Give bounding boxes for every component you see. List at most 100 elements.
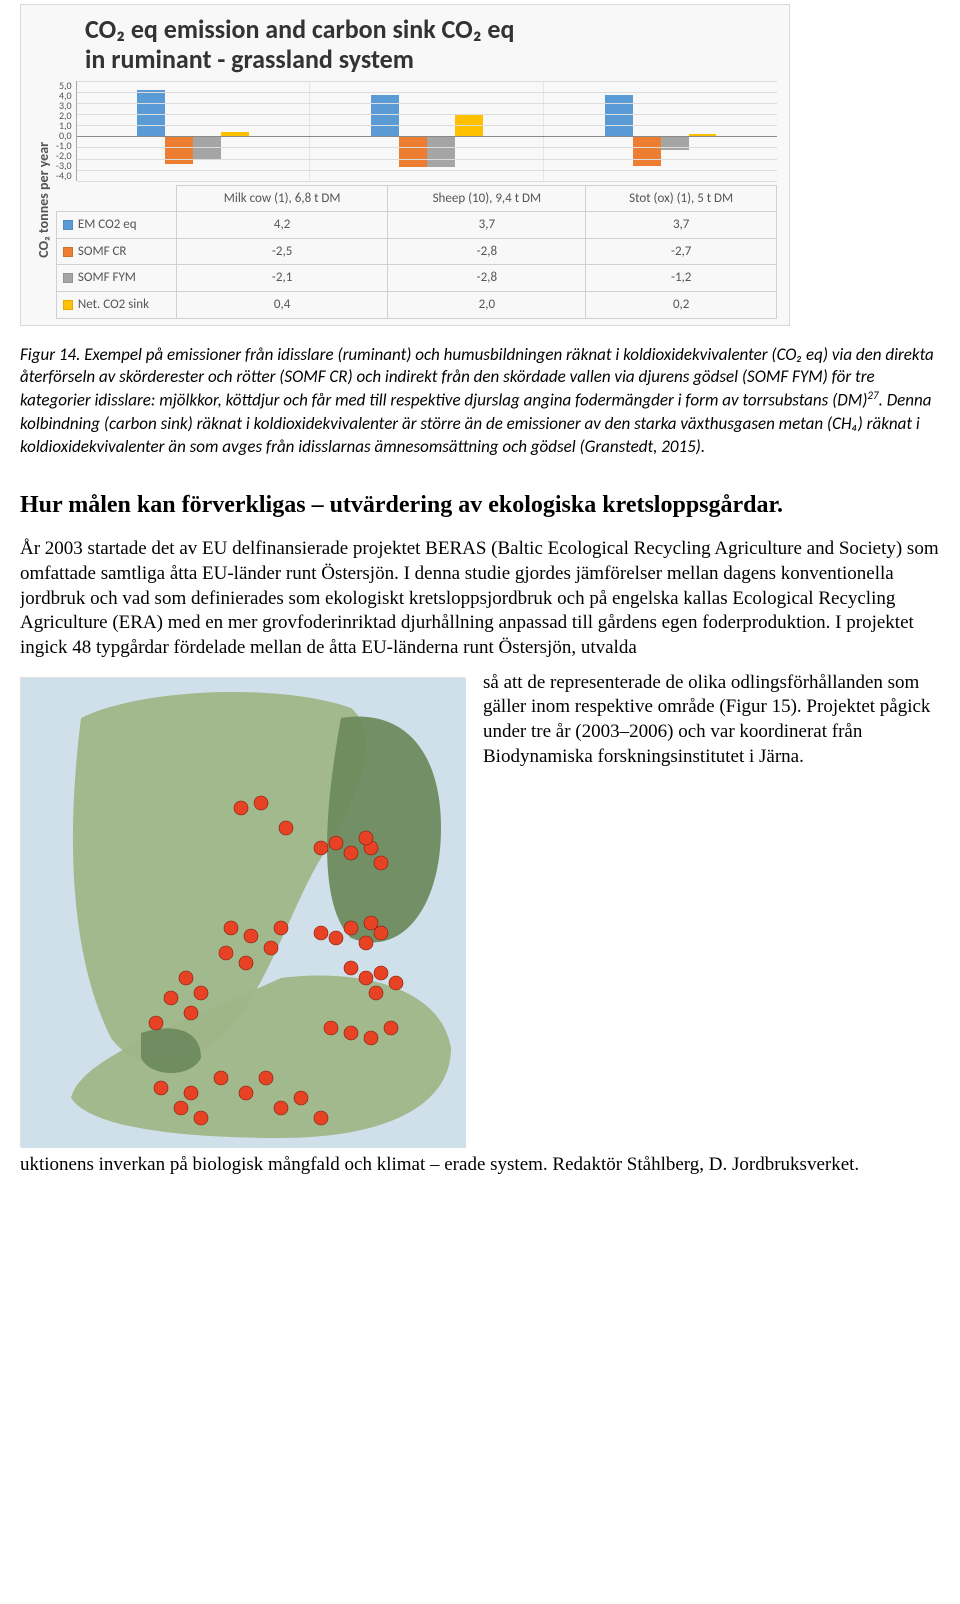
map-farm-dot [329, 931, 343, 945]
chart-series-label: Net. CO2 sink [78, 297, 149, 312]
chart-group [544, 81, 777, 181]
chart-cell: -1,2 [586, 265, 777, 292]
map-farm-dot [174, 1101, 188, 1115]
chart-cell: 2,0 [388, 291, 586, 318]
map-farm-dot [279, 821, 293, 835]
map-farm-dot [344, 846, 358, 860]
chart-cell: 0,4 [176, 291, 387, 318]
chart-ylabel: CO₂ tonnes per year [33, 81, 56, 319]
map-farm-dot [214, 1071, 228, 1085]
map-farm-dot [219, 946, 233, 960]
map-farm-dot [294, 1091, 308, 1105]
map-farm-dot [179, 971, 193, 985]
chart-series-label: SOMF CR [78, 244, 127, 259]
chart-series-swatch [63, 220, 73, 230]
figure-caption: Figur 14. Exempel på emissioner från idi… [20, 344, 940, 459]
chart-bar [399, 136, 427, 167]
map-farm-dot [259, 1071, 273, 1085]
chart-yticks: 5,04,03,02,01,00,0-1,0-2,0-3,0-4,0 [56, 81, 76, 181]
chart-bar [427, 136, 455, 167]
chart-series-swatch [63, 300, 73, 310]
chart-series-swatch [63, 247, 73, 257]
chart-series-label: EM CO2 eq [78, 217, 137, 232]
map-farm-dot [164, 991, 178, 1005]
map-farm-dot [234, 801, 248, 815]
map-farm-dot [154, 1081, 168, 1095]
chart-series-row: EM CO2 eq4,23,73,7 [56, 212, 776, 239]
baltic-map-figure [20, 677, 465, 1147]
map-farm-dot [364, 916, 378, 930]
chart-cell: -2,5 [176, 238, 387, 265]
map-farm-dot [239, 1086, 253, 1100]
chart-series-row: SOMF FYM -2,1-2,8-1,2 [56, 265, 776, 292]
chart-series-label: SOMF FYM [78, 270, 136, 285]
map-farm-dot [344, 921, 358, 935]
map-farm-dot [359, 831, 373, 845]
map-farm-dot [194, 986, 208, 1000]
baltic-map-svg [21, 678, 466, 1148]
map-farm-dot [314, 1111, 328, 1125]
figure-label: Figur 14. [20, 344, 80, 365]
chart-bar [371, 95, 399, 136]
chart-cell: 4,2 [176, 212, 387, 239]
chart-group [310, 81, 544, 181]
chart-bar [137, 90, 165, 137]
map-farm-dot [184, 1006, 198, 1020]
chart-title-line1: CO₂ eq emission and carbon sink CO₂ eq [85, 13, 514, 45]
chart-bar [605, 95, 633, 136]
chart-cell: -2,7 [586, 238, 777, 265]
map-farm-dot [389, 976, 403, 990]
map-farm-dot [254, 796, 268, 810]
chart-title-line2: in ruminant - grassland system [85, 43, 414, 75]
map-farm-dot [369, 986, 383, 1000]
map-farm-dot [244, 929, 258, 943]
map-farm-dot [359, 936, 373, 950]
chart-cell: 3,7 [388, 212, 586, 239]
caption-superscript: 27 [867, 389, 878, 402]
map-farm-dot [364, 1031, 378, 1045]
co2-chart-card: CO₂ eq emission and carbon sink CO₂ eq i… [20, 4, 790, 326]
map-farm-dot [374, 856, 388, 870]
chart-cell: -2,8 [388, 238, 586, 265]
chart-title: CO₂ eq emission and carbon sink CO₂ eq i… [85, 15, 777, 75]
chart-ytick: -4,0 [56, 171, 72, 181]
chart-group [77, 81, 311, 181]
body-paragraph-block: År 2003 startade det av EU delfinansiera… [20, 537, 940, 660]
chart-category-header: Milk cow (1), 6,8 t DM [176, 185, 387, 212]
map-farm-dot [184, 1086, 198, 1100]
chart-cell: -2,1 [176, 265, 387, 292]
map-farm-dot [314, 926, 328, 940]
map-farm-dot [344, 1026, 358, 1040]
chart-series-swatch [63, 273, 73, 283]
map-farm-dot [274, 1101, 288, 1115]
chart-series-row: SOMF CR -2,5-2,8-2,7 [56, 238, 776, 265]
body-paragraph-wrap: så att de representerade de olika odling… [20, 671, 940, 1178]
footnote-fragment: uktionens inverkan på biologisk mångfald… [20, 1153, 940, 1178]
chart-cell: 0,2 [586, 291, 777, 318]
map-farm-dot [194, 1111, 208, 1125]
map-farm-dot [384, 1021, 398, 1035]
map-farm-dot [359, 971, 373, 985]
map-farm-dot [324, 1021, 338, 1035]
map-farm-dot [344, 961, 358, 975]
chart-plot-area [76, 81, 777, 181]
map-farm-dot [274, 921, 288, 935]
map-farm-dot [264, 941, 278, 955]
chart-cell: 3,7 [586, 212, 777, 239]
chart-series-row: Net. CO2 sink 0,42,00,2 [56, 291, 776, 318]
map-farm-dot [329, 836, 343, 850]
chart-category-header: Sheep (10), 9,4 t DM [388, 185, 586, 212]
section-heading: Hur målen kan förverkligas – utvärdering… [20, 489, 940, 521]
map-farm-dot [374, 966, 388, 980]
body-paragraph: År 2003 startade det av EU delfinansiera… [20, 537, 940, 660]
caption-text-1: Exempel på emissioner från idisslare (ru… [20, 344, 934, 412]
chart-bar [633, 136, 661, 166]
chart-data-table: Milk cow (1), 6,8 t DMSheep (10), 9,4 t … [56, 185, 777, 319]
map-farm-dot [314, 841, 328, 855]
chart-bar [165, 136, 193, 164]
map-farm-dot [224, 921, 238, 935]
map-farm-dot [149, 1016, 163, 1030]
chart-cell: -2,8 [388, 265, 586, 292]
chart-category-header: Stot (ox) (1), 5 t DM [586, 185, 777, 212]
map-farm-dot [239, 956, 253, 970]
